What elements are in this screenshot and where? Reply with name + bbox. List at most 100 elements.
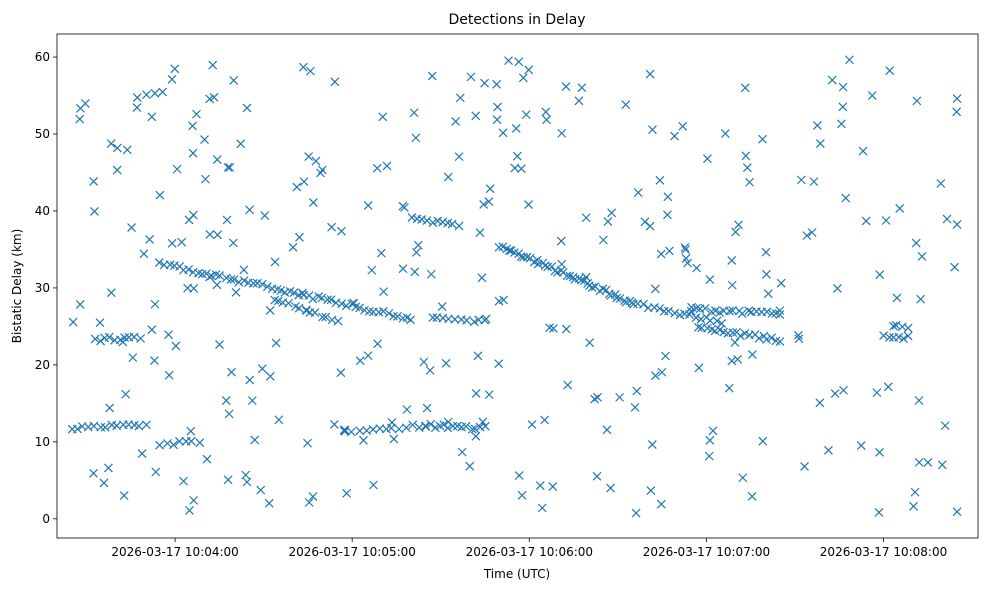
data-point	[916, 294, 926, 304]
data-point	[171, 341, 181, 351]
data-point	[731, 227, 741, 237]
data-point	[336, 368, 346, 378]
data-point	[838, 82, 848, 92]
data-point	[410, 267, 420, 277]
data-point	[260, 211, 270, 220]
data-point	[477, 273, 487, 283]
data-point	[105, 403, 115, 413]
y-axis-label: Bistatic Delay (km)	[10, 229, 24, 344]
data-point	[469, 317, 479, 327]
data-point	[248, 278, 258, 288]
data-point	[189, 283, 199, 293]
data-point	[106, 288, 116, 298]
data-point	[118, 337, 128, 347]
data-point	[242, 103, 252, 113]
data-point	[909, 501, 918, 511]
data-point	[399, 203, 409, 212]
data-point	[112, 143, 122, 153]
x-tick-label: 2026-03-17 10:07:00	[643, 545, 770, 559]
data-point	[223, 475, 233, 485]
data-point	[170, 64, 180, 74]
data-point	[492, 79, 502, 89]
x-tick-label: 2026-03-17 10:05:00	[288, 545, 415, 559]
data-point	[657, 367, 667, 377]
data-point	[883, 382, 893, 392]
data-point	[227, 367, 236, 377]
data-point	[221, 396, 231, 405]
data-point	[128, 353, 138, 363]
data-point	[229, 275, 239, 284]
data-point	[720, 129, 730, 138]
data-point	[465, 461, 475, 471]
data-point	[577, 83, 587, 93]
data-point	[692, 263, 702, 273]
data-point	[89, 421, 99, 431]
data-point	[656, 249, 666, 259]
data-point	[149, 356, 159, 365]
data-point	[615, 392, 625, 402]
data-point	[747, 350, 757, 360]
y-tick-label: 10	[35, 435, 50, 449]
data-point	[158, 87, 168, 97]
data-point	[664, 246, 674, 256]
data-point	[466, 72, 476, 82]
data-point	[373, 339, 383, 349]
data-point	[700, 303, 710, 313]
data-point	[75, 114, 85, 124]
data-point	[645, 221, 655, 231]
data-point	[815, 398, 825, 408]
data-point	[96, 336, 105, 346]
chart-title: Detections in Delay	[448, 12, 585, 28]
data-point	[504, 246, 514, 256]
data-point	[917, 251, 927, 261]
data-point	[484, 197, 494, 207]
data-point	[475, 228, 485, 238]
data-point	[129, 332, 139, 342]
data-point	[382, 161, 392, 171]
data-point	[894, 332, 904, 342]
data-point	[387, 417, 397, 427]
data-point	[593, 392, 602, 402]
data-point	[457, 447, 467, 457]
data-point	[419, 357, 429, 367]
data-point	[867, 91, 877, 100]
data-point	[389, 434, 399, 444]
data-point	[372, 163, 382, 173]
data-point	[581, 272, 591, 282]
data-point	[762, 269, 771, 279]
data-point	[127, 223, 136, 232]
data-point	[292, 182, 302, 192]
data-point	[581, 213, 591, 223]
data-point	[215, 271, 225, 281]
data-point	[75, 299, 85, 309]
data-point	[649, 303, 659, 312]
data-point	[223, 162, 233, 172]
data-point	[425, 365, 435, 375]
data-point	[952, 507, 962, 517]
data-point	[280, 288, 290, 297]
data-point	[265, 371, 275, 381]
data-point	[775, 337, 785, 346]
data-point	[745, 177, 755, 187]
data-point	[734, 220, 743, 230]
data-point	[132, 93, 142, 102]
data-point	[393, 311, 402, 321]
data-point	[885, 66, 895, 76]
data-point	[881, 216, 891, 225]
data-point	[556, 236, 566, 246]
data-point	[271, 338, 281, 348]
data-point	[481, 314, 491, 324]
data-point	[754, 333, 764, 343]
data-point	[696, 314, 706, 324]
data-point	[112, 165, 122, 175]
data-point	[342, 488, 352, 498]
data-point	[195, 438, 205, 448]
data-point	[590, 394, 599, 404]
data-point	[369, 480, 378, 490]
data-point	[239, 265, 249, 275]
data-point	[733, 354, 743, 364]
axes-frame	[56, 33, 979, 539]
y-tick-label: 0	[42, 512, 50, 526]
data-point	[175, 436, 184, 446]
data-point	[775, 306, 785, 316]
